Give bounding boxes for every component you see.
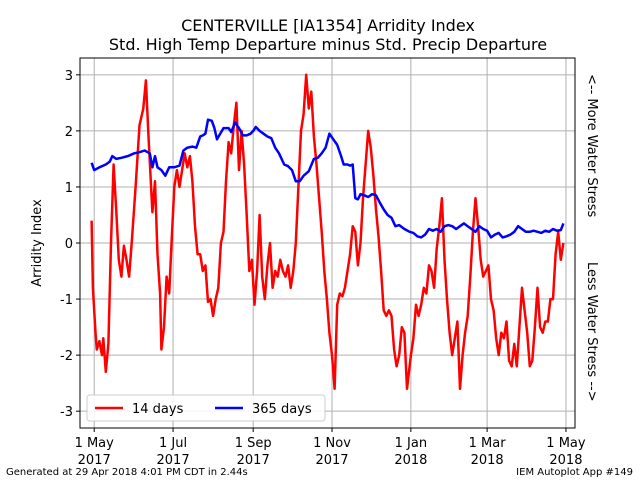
y-tick-label: 0	[65, 237, 73, 252]
y-tick-label: 1	[65, 181, 73, 196]
x-tick-label-year: 2017	[157, 453, 190, 468]
right-label-more-stress: <-- More Water Stress	[584, 74, 599, 218]
x-tick-label-month: 1 May	[75, 436, 115, 451]
y-tick-label: -1	[60, 293, 73, 308]
x-tick-label-year: 2017	[78, 453, 111, 468]
x-axis-ticks: 1 May 2017 1 Jul 2017 1 Sep 2017 1 Nov 2017 1 Ja…	[75, 428, 586, 468]
x-tick-label-month: 1 Sep	[235, 436, 272, 451]
x-tick-label-month: 1 Jan	[395, 436, 427, 451]
chart-title-line-1: CENTERVILLE [IA1354] Arridity Index	[181, 16, 475, 35]
y-tick-label: 2	[65, 125, 73, 140]
right-label-less-stress: Less Water Stress -->	[584, 262, 599, 402]
footer-app-text: IEM Autoplot App #149	[516, 467, 633, 478]
x-tick-label-month: 1 Jul	[159, 436, 187, 451]
series-line-14-days	[90, 73, 565, 391]
y-axis-label: Arridity Index	[30, 199, 45, 287]
y-tick-label: -3	[60, 405, 73, 420]
x-tick-label-month: 1 May	[546, 436, 586, 451]
legend-label-14-days: 14 days	[132, 402, 184, 417]
y-tick-label: -2	[60, 349, 73, 364]
x-tick-label-year: 2017	[315, 453, 348, 468]
legend-label-365-days: 365 days	[252, 402, 312, 417]
legend: 14 days 365 days	[86, 394, 326, 422]
chart-title-line-2: Std. High Temp Departure minus Std. Prec…	[109, 35, 547, 54]
legend-box	[86, 394, 326, 422]
x-tick-label-month: 1 Nov	[313, 436, 351, 451]
x-tick-label-year: 2017	[237, 453, 270, 468]
series-lines	[90, 73, 565, 391]
series-line-365-days	[90, 118, 565, 239]
x-tick-label-year: 2018	[394, 453, 427, 468]
x-tick-label-year: 2018	[549, 453, 582, 468]
x-tick-label-month: 1 Mar	[469, 436, 507, 451]
footer-generated-text: Generated at 29 Apr 2018 4:01 PM CDT in …	[6, 467, 248, 478]
x-tick-label-year: 2018	[471, 453, 504, 468]
y-axis-ticks: -3 -2 -1 0 1 2 3	[60, 69, 80, 420]
y-tick-label: 3	[65, 69, 73, 84]
